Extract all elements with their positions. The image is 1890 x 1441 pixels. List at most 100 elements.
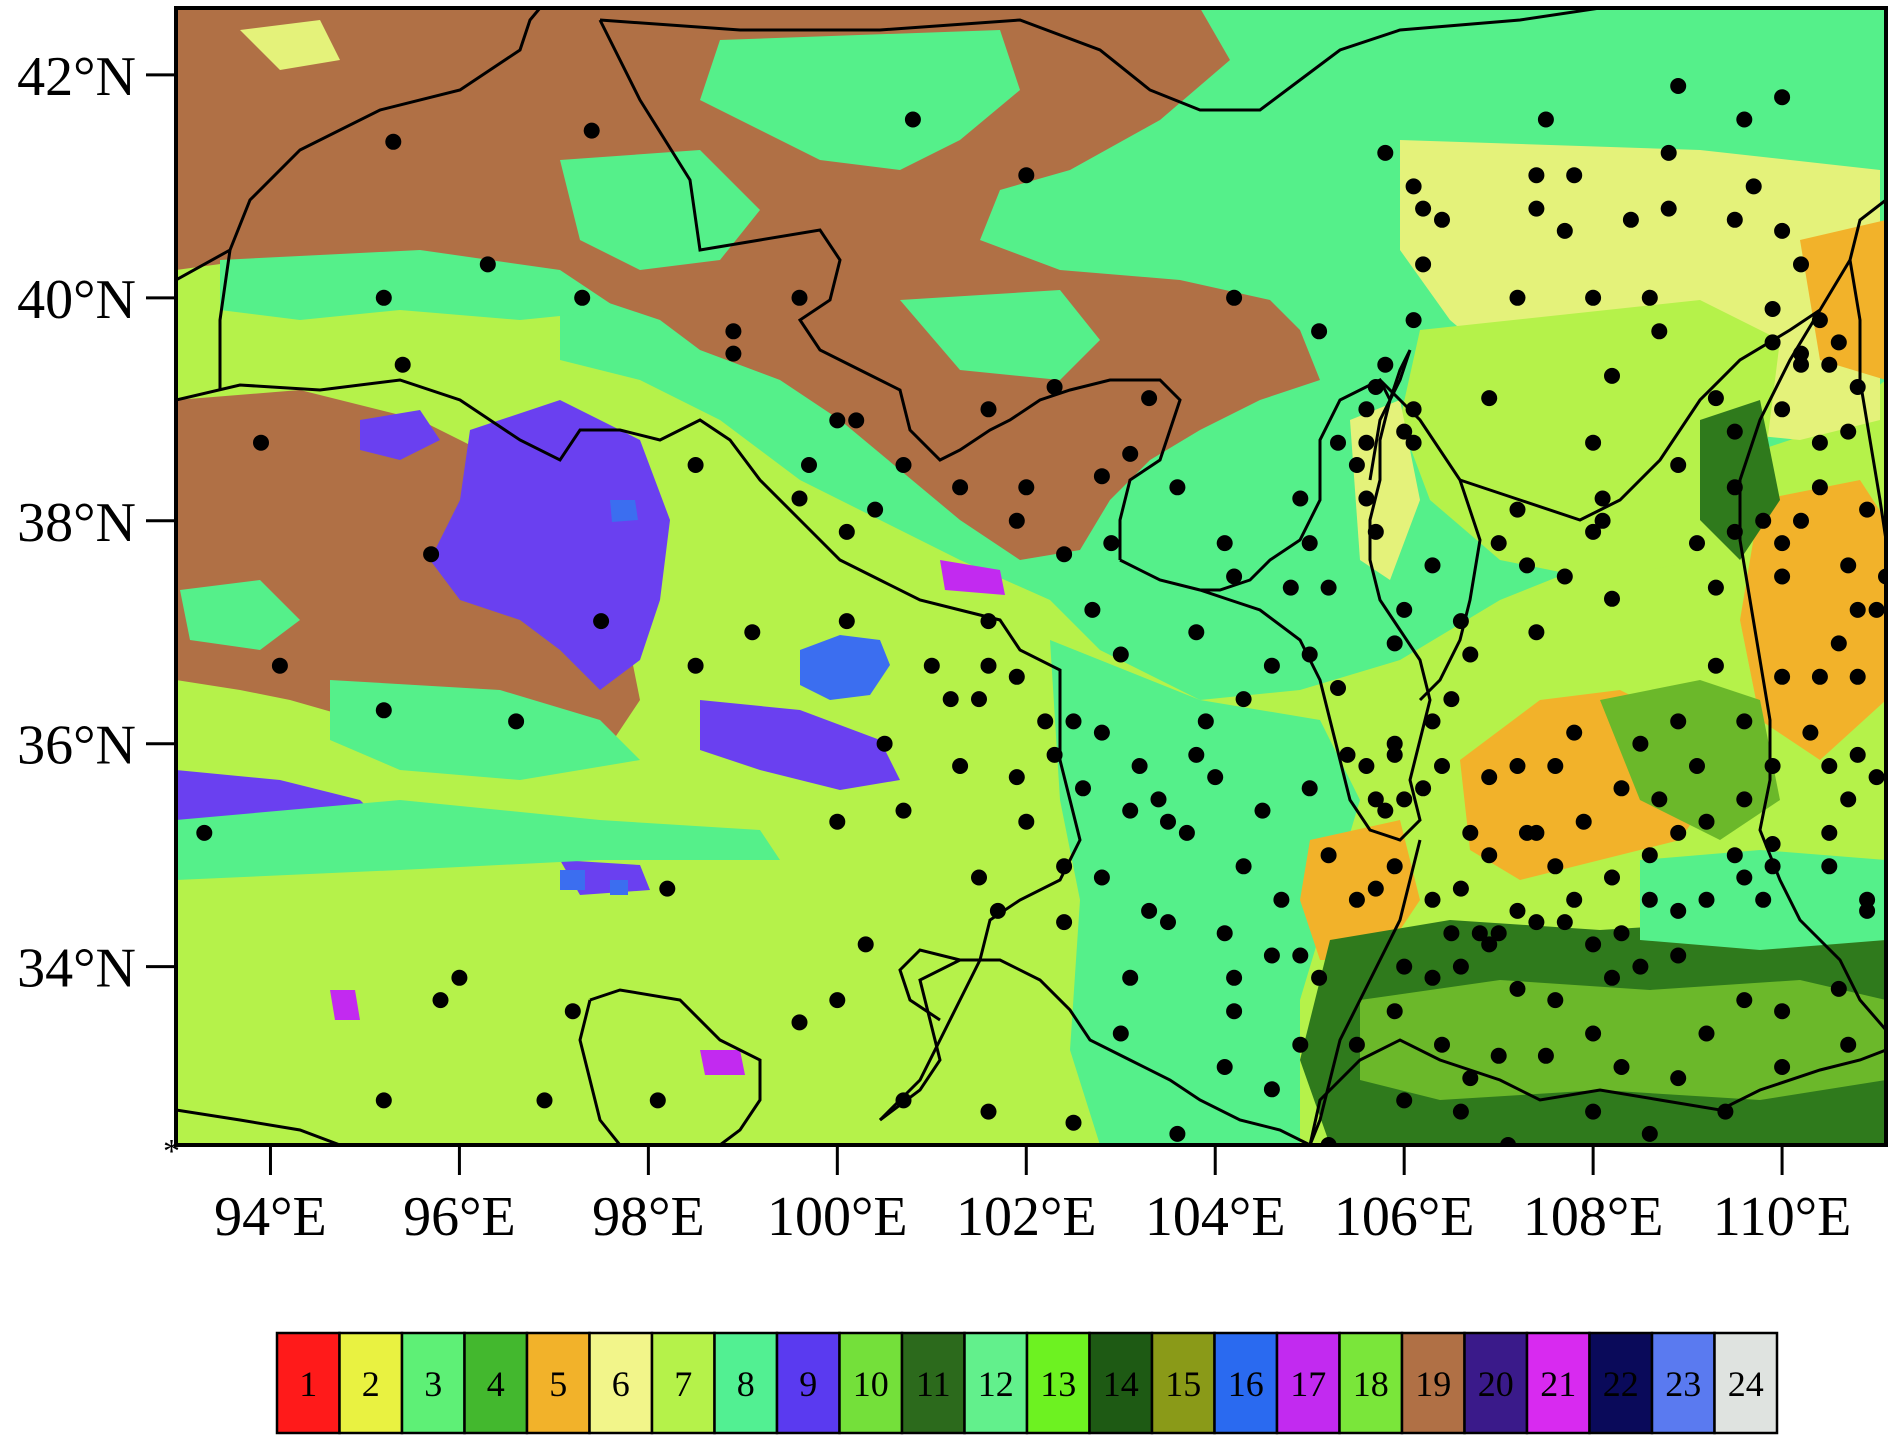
province-boundaries: [176, 8, 1886, 1145]
station-marker: [1084, 601, 1101, 618]
station-marker: [829, 992, 846, 1009]
station-marker: [1424, 557, 1441, 574]
station-marker: [1301, 646, 1318, 663]
station-marker: [1793, 256, 1809, 273]
station-marker: [1056, 914, 1073, 931]
station-marker: [1056, 546, 1073, 563]
lon-tick-label: 96°E: [403, 1186, 516, 1248]
station-marker: [791, 490, 808, 507]
legend-class-label: 4: [487, 1364, 505, 1404]
legend-class-label: 5: [549, 1364, 567, 1404]
station-marker: [1840, 557, 1857, 574]
station-marker: [791, 1014, 808, 1031]
station-marker: [1547, 858, 1564, 875]
station-marker: [687, 657, 704, 674]
station-marker: [1707, 579, 1724, 596]
station-marker: [1018, 479, 1035, 496]
station-marker: [1292, 1036, 1309, 1053]
station-marker: [1169, 479, 1186, 496]
legend-swatch: [1400, 1331, 1466, 1435]
cropland-east: [1740, 480, 1886, 760]
boundary-sichuan-north: [578, 999, 622, 1145]
station-marker: [1670, 457, 1687, 473]
station-marker: [1604, 869, 1620, 886]
station-marker: [1093, 869, 1110, 886]
station-marker: [1745, 178, 1762, 195]
station-marker: [904, 111, 921, 128]
station-marker: [394, 356, 411, 373]
station-marker: [1585, 434, 1602, 451]
station-marker: [1736, 111, 1753, 128]
station-marker: [923, 657, 940, 674]
station-marker: [1141, 902, 1158, 919]
boundary-sichuan-gansu: [879, 958, 1311, 1145]
station-marker: [271, 657, 288, 674]
latitude-axis: 42°N 40°N 38°N 36°N 34°N: [17, 46, 176, 1000]
station-marker: [1830, 980, 1847, 997]
station-marker: [1481, 936, 1498, 953]
station-marker: [1764, 836, 1781, 852]
grass-strip-plateau: [176, 800, 780, 880]
legend-swatch: [1650, 1331, 1716, 1435]
station-marker: [1670, 902, 1687, 919]
barren-north: [176, 8, 1320, 560]
pink-patch-2: [700, 1050, 745, 1075]
station-marker: [375, 702, 392, 719]
station-marker: [1566, 891, 1583, 908]
lon-tick-label: 102°E: [956, 1186, 1097, 1248]
station-marker: [1689, 758, 1705, 774]
station-marker: [1764, 334, 1781, 351]
station-marker: [1670, 78, 1687, 94]
station-marker: [1811, 479, 1828, 496]
station-marker: [1348, 891, 1365, 908]
station-marker: [1670, 1070, 1687, 1087]
boundary-gansu-loop: [898, 948, 961, 1022]
lon-tick-label: 106°E: [1334, 1186, 1475, 1248]
station-marker: [1367, 379, 1384, 395]
grass-patch-qaidam-2: [330, 680, 640, 780]
station-marker: [564, 1003, 581, 1020]
station-marker: [1226, 969, 1243, 986]
station-marker: [1320, 579, 1337, 596]
station-marker: [1311, 323, 1328, 340]
station-marker: [989, 902, 1006, 919]
station-marker: [1263, 1081, 1280, 1098]
station-marker: [1065, 713, 1082, 730]
station-marker: [432, 992, 449, 1009]
station-marker: [1736, 713, 1753, 730]
station-marker: [1726, 523, 1743, 540]
station-marker: [1008, 769, 1025, 786]
station-marker: [942, 691, 959, 708]
station-marker: [1396, 1092, 1413, 1109]
station-marker: [1859, 902, 1876, 919]
lat-tick-label: 40°N: [17, 269, 136, 331]
legend-class-label: 16: [1228, 1364, 1264, 1404]
station-marker: [1632, 958, 1649, 975]
station-marker: [1726, 423, 1743, 440]
station-marker: [659, 880, 676, 897]
lake-small-3: [610, 880, 628, 895]
station-marker: [1235, 858, 1252, 875]
station-marker: [1821, 356, 1838, 373]
station-marker: [1462, 1070, 1479, 1087]
station-marker: [1405, 401, 1422, 418]
station-marker: [1641, 891, 1658, 908]
station-marker: [1651, 323, 1668, 340]
station-marker: [1434, 758, 1450, 774]
station-marker: [1717, 1103, 1734, 1120]
station-marker: [1386, 735, 1403, 752]
station-marker: [451, 969, 468, 986]
station-marker: [1386, 746, 1403, 763]
station-marker: [1774, 1059, 1791, 1075]
station-marker: [1811, 668, 1828, 685]
station-marker: [1197, 713, 1214, 730]
station-marker: [1726, 211, 1743, 228]
station-marker: [1585, 1025, 1602, 1042]
station-marker: [1651, 791, 1668, 808]
station-marker: [1736, 992, 1753, 1009]
boundary-shaanxi-west: [1308, 839, 1422, 1145]
station-marker: [952, 758, 969, 774]
boundary-shaanxi-north: [1378, 378, 1482, 702]
station-marker: [725, 345, 742, 362]
station-marker: [857, 936, 874, 953]
